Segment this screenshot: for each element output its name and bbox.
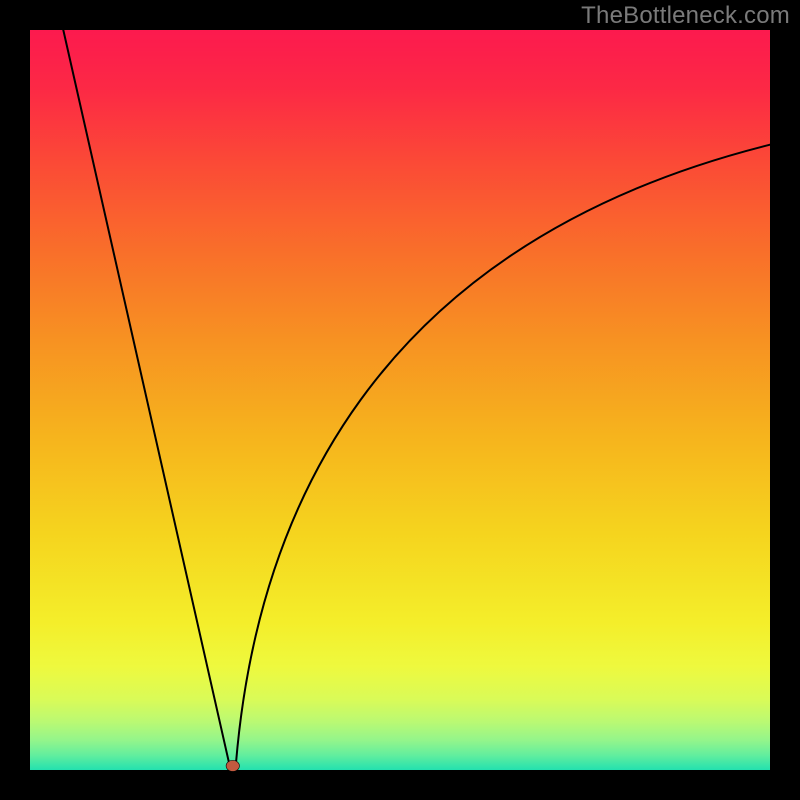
chart-stage: TheBottleneck.com [0, 0, 800, 800]
plot-background [30, 30, 770, 770]
chart-svg [0, 0, 800, 800]
minimum-marker [226, 760, 239, 771]
